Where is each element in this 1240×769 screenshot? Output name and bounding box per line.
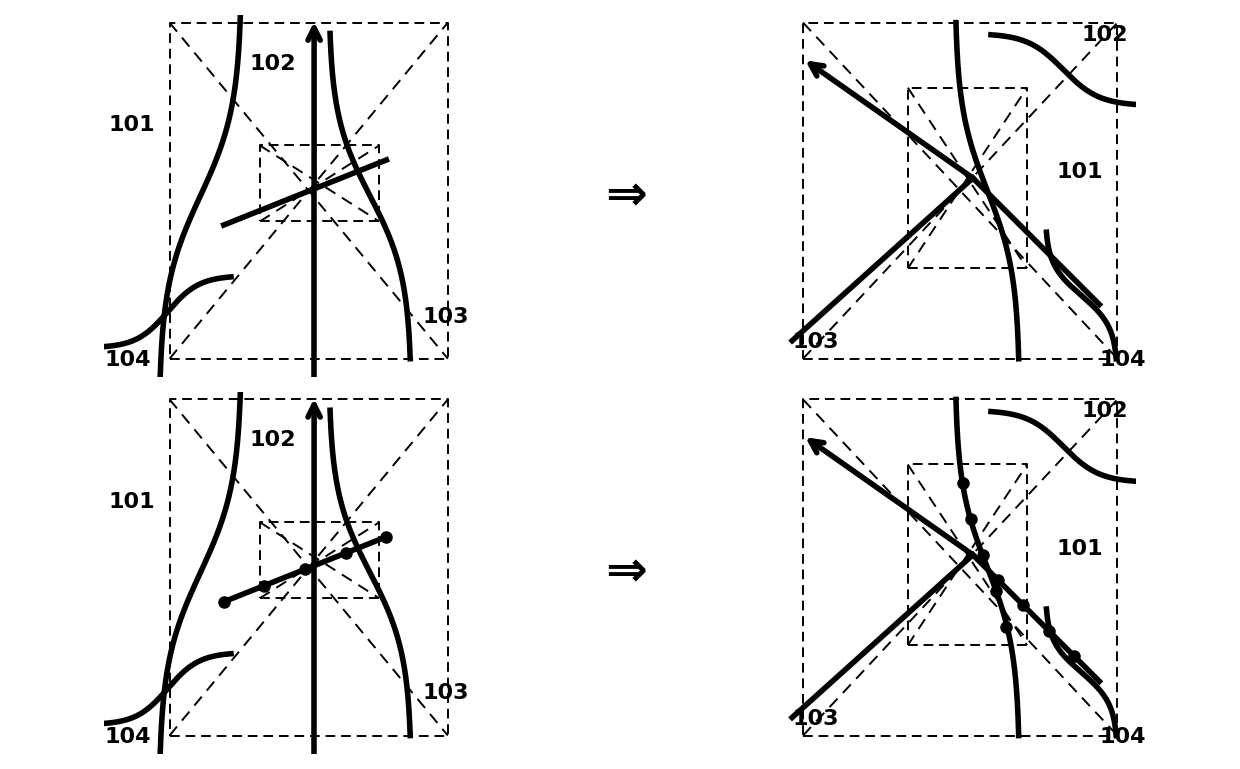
Text: 104: 104 xyxy=(104,350,151,370)
Text: 103: 103 xyxy=(792,332,838,352)
Text: 102: 102 xyxy=(1081,401,1128,421)
Text: 101: 101 xyxy=(108,492,155,512)
Text: ⇒: ⇒ xyxy=(605,549,647,597)
Text: 101: 101 xyxy=(1056,162,1102,182)
Text: 104: 104 xyxy=(1100,350,1146,370)
Text: 102: 102 xyxy=(1081,25,1128,45)
Text: 102: 102 xyxy=(249,54,295,74)
Text: 103: 103 xyxy=(792,709,838,729)
Text: ⇒: ⇒ xyxy=(605,172,647,220)
Text: 101: 101 xyxy=(1056,539,1102,559)
Text: 103: 103 xyxy=(423,684,469,704)
Text: 101: 101 xyxy=(108,115,155,135)
Text: 104: 104 xyxy=(104,727,151,747)
Text: 103: 103 xyxy=(423,307,469,327)
Text: 104: 104 xyxy=(1100,727,1146,747)
Text: 102: 102 xyxy=(249,431,295,451)
